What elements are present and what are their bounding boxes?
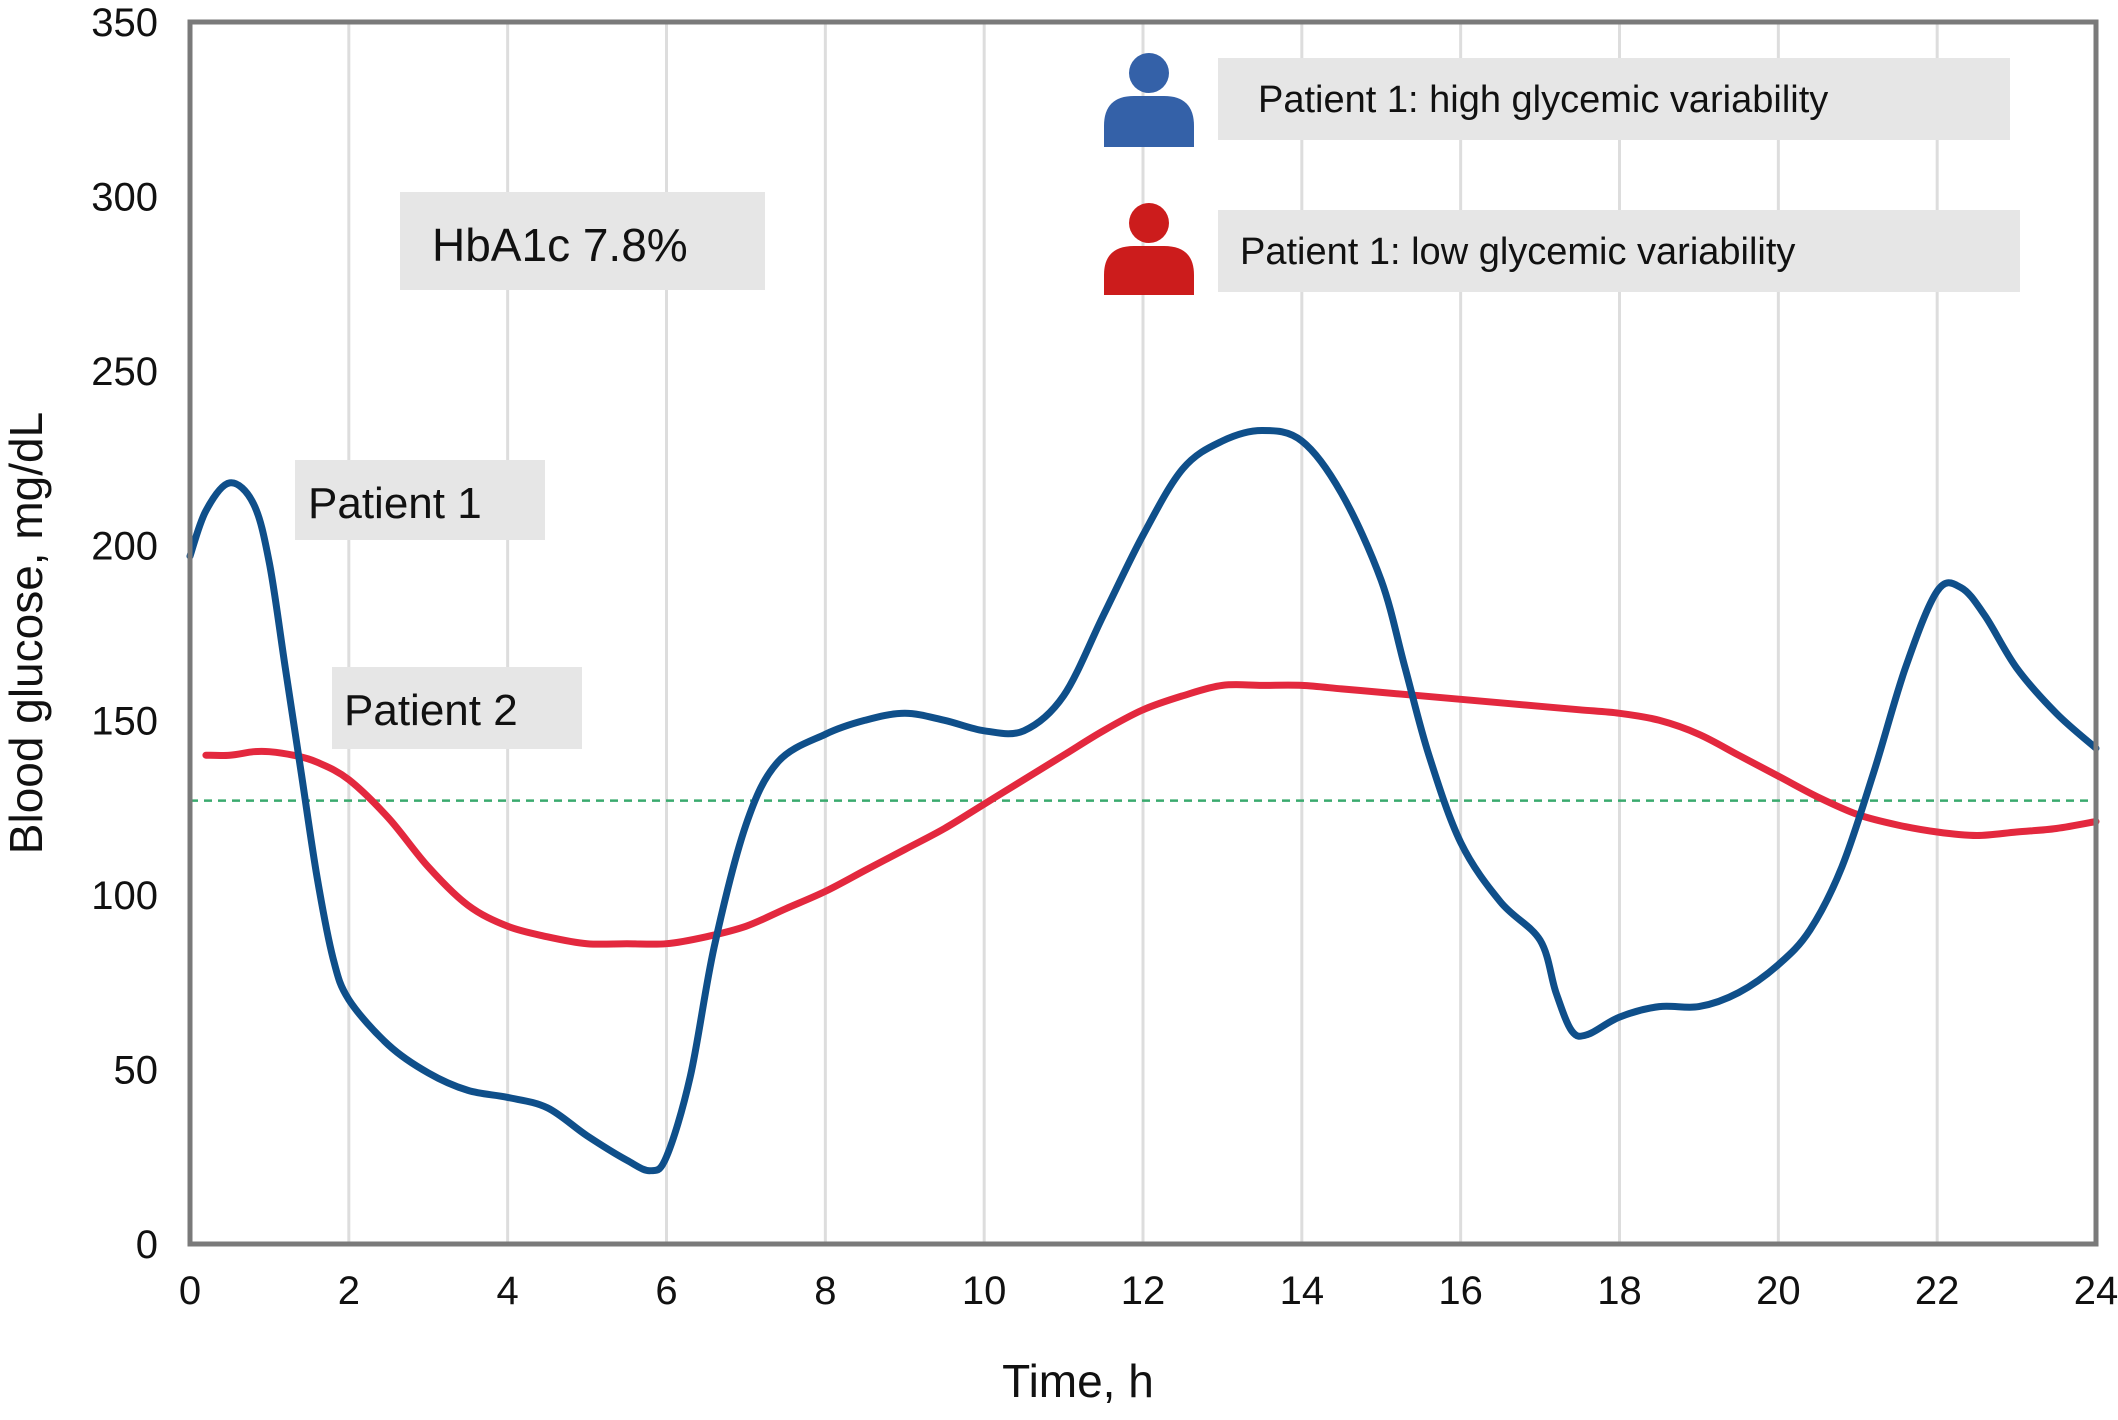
y-tick-label: 300 (91, 176, 158, 220)
y-axis-ticks: 0 50 100 150 200 250 300 350 (91, 1, 158, 1267)
x-tick-label: 2 (338, 1269, 360, 1313)
x-tick-label: 14 (1280, 1269, 1325, 1313)
y-tick-label: 200 (91, 525, 158, 569)
x-tick-label: 4 (497, 1269, 519, 1313)
annotation-patient-2-text: Patient 2 (344, 686, 518, 735)
x-tick-label: 8 (814, 1269, 836, 1313)
person-icon (1104, 53, 1194, 147)
person-icon (1104, 203, 1194, 295)
legend-low-variability-box (1218, 210, 2020, 292)
annotation-hba1c: HbA1c 7.8% (400, 192, 765, 290)
annotation-hba1c-box (400, 192, 765, 290)
annotation-patient-2: Patient 2 (332, 667, 582, 749)
y-tick-label: 50 (114, 1048, 159, 1092)
x-tick-label: 12 (1121, 1269, 1166, 1313)
annotation-patient-1: Patient 1 (295, 460, 545, 540)
series-line-patient-1 (186, 427, 2100, 1175)
y-tick-label: 100 (91, 874, 158, 918)
x-tick-label: 0 (179, 1269, 201, 1313)
annotation-hba1c-text: HbA1c 7.8% (432, 219, 688, 271)
x-tick-label: 22 (1915, 1269, 1960, 1313)
legend-low-variability-label: Patient 1: low glycemic variability (1240, 231, 1795, 273)
legend-high-variability-box (1218, 58, 2010, 140)
annotation-patient-1-box (295, 460, 545, 540)
series-line-patient-2 (202, 681, 2100, 948)
x-axis-title: Time, h (1002, 1355, 1154, 1407)
x-tick-label: 16 (1438, 1269, 1483, 1313)
annotation-patient-1-text: Patient 1 (308, 479, 482, 528)
legend: Patient 1: high glycemic variability Pat… (1104, 53, 2020, 295)
annotation-patient-2-box (332, 667, 582, 749)
y-tick-label: 250 (91, 350, 158, 394)
legend-high-variability-label: Patient 1: high glycemic variability (1258, 79, 1828, 121)
x-tick-label: 6 (655, 1269, 677, 1313)
y-axis-title: Blood glucose, mg/dL (0, 412, 52, 854)
x-tick-label: 24 (2074, 1269, 2118, 1313)
x-tick-label: 10 (962, 1269, 1007, 1313)
legend-item-low-variability: Patient 1: low glycemic variability (1104, 203, 2020, 295)
x-tick-label: 20 (1756, 1269, 1801, 1313)
y-tick-label: 150 (91, 699, 158, 743)
x-tick-label: 18 (1597, 1269, 1642, 1313)
x-axis-ticks: 0 2 4 6 8 10 12 14 16 18 20 22 24 (179, 1269, 2118, 1313)
plot-frame (187, 19, 2099, 1247)
series-layer (186, 427, 2100, 1175)
y-tick-label: 350 (91, 1, 158, 45)
legend-item-high-variability: Patient 1: high glycemic variability (1104, 53, 2010, 147)
y-tick-label: 0 (136, 1223, 158, 1267)
